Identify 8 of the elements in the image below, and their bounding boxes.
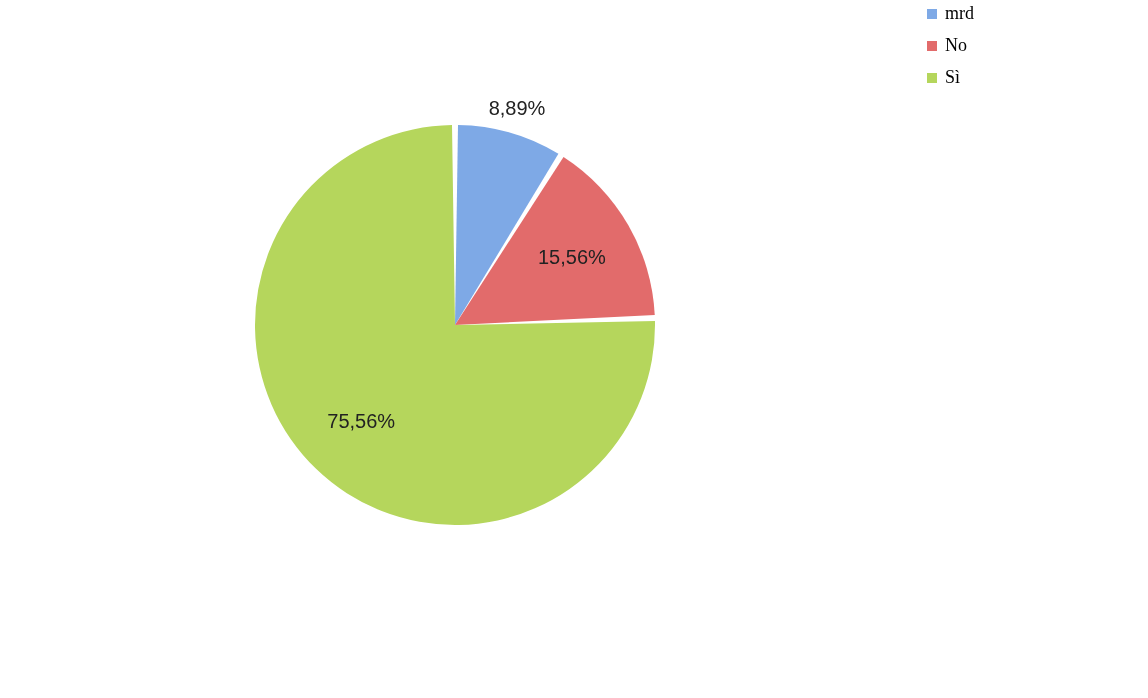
- legend-label: No: [945, 35, 967, 55]
- data-label: 8,89%: [488, 96, 546, 119]
- data-label: 15,56%: [538, 245, 607, 268]
- legend-label: mrd: [945, 3, 974, 23]
- legend-label: Sì: [945, 67, 961, 87]
- pie-slice: [255, 125, 655, 525]
- pie-slice: [455, 157, 655, 325]
- data-label: 75,56%: [327, 410, 396, 433]
